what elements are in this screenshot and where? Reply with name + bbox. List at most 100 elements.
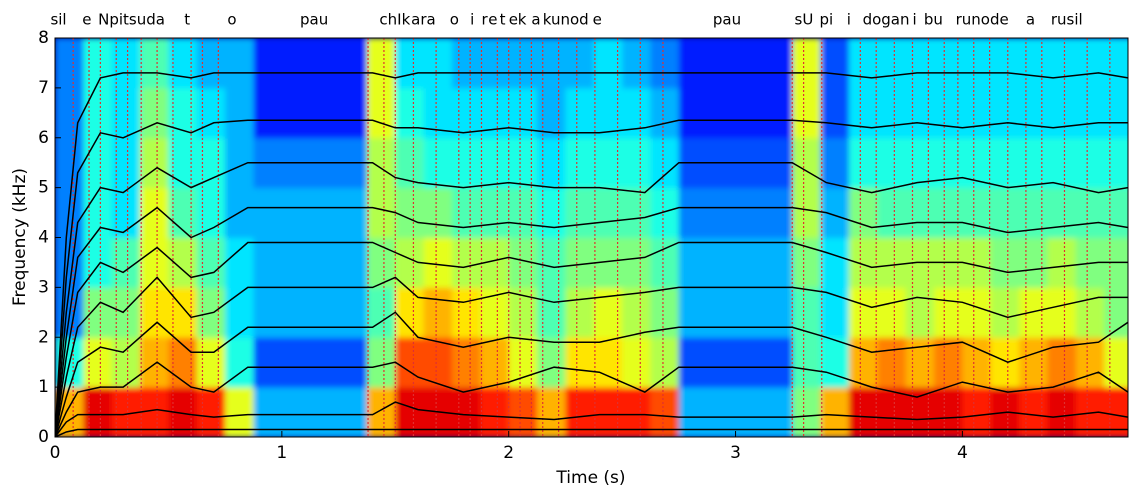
heat-cell	[310, 237, 340, 288]
heat-cell	[707, 337, 737, 388]
phoneme-label: t	[184, 11, 190, 29]
heat-cell	[537, 287, 566, 338]
heat-cell	[366, 237, 396, 288]
heat-cell	[962, 38, 992, 89]
heat-cell	[83, 287, 113, 338]
heat-cell	[253, 337, 283, 388]
heat-cell	[622, 187, 651, 238]
formant-track	[55, 241, 1128, 437]
heat-cell	[990, 137, 1020, 189]
phoneme-label: a	[531, 11, 540, 29]
heat-cell	[905, 337, 935, 388]
heat-cell	[1047, 87, 1077, 139]
heat-cell	[1019, 287, 1048, 338]
heat-cell	[1104, 137, 1128, 189]
heat-cell	[310, 387, 340, 437]
spectrogram-cells	[55, 38, 1128, 437]
heat-cell	[225, 337, 254, 388]
heat-cell	[792, 337, 822, 388]
heat-cell	[820, 387, 850, 437]
heat-cell	[310, 337, 340, 388]
heat-cell	[678, 237, 708, 288]
heat-cell	[395, 187, 425, 238]
heat-cell	[253, 387, 283, 437]
heat-cell	[338, 237, 368, 288]
phoneme-label: e	[488, 11, 497, 29]
heat-cell	[480, 38, 510, 89]
heat-cell	[990, 237, 1020, 288]
heat-cell	[537, 337, 566, 388]
phoneme-label: o	[227, 11, 236, 29]
heat-cell	[962, 287, 992, 338]
heat-cell	[934, 187, 963, 238]
heat-cell	[83, 387, 113, 437]
heat-cell	[451, 87, 481, 139]
phoneme-label: dogan	[863, 11, 910, 29]
heat-cell	[735, 337, 765, 388]
y-tick-label: 0	[38, 427, 49, 447]
heat-cell	[281, 187, 311, 238]
heat-cell	[423, 287, 453, 338]
heat-cell	[877, 187, 907, 238]
x-tick-label: 2	[503, 443, 514, 463]
x-tick-label: 4	[957, 443, 968, 463]
phoneme-label: i	[912, 11, 916, 29]
heat-cell	[196, 87, 226, 139]
heat-cell	[707, 38, 737, 89]
heat-cell	[678, 387, 708, 437]
heat-cell	[593, 38, 623, 89]
heat-cell	[140, 87, 169, 139]
heat-cell	[735, 87, 765, 139]
heat-cell	[1047, 187, 1077, 238]
heat-cell	[792, 38, 822, 89]
heat-cell	[678, 187, 708, 238]
phoneme-label: r	[481, 11, 488, 29]
heat-cell	[196, 337, 226, 388]
heat-cell	[1104, 87, 1128, 139]
heat-cell	[281, 287, 311, 338]
heat-cell	[1019, 137, 1048, 189]
heat-cell	[565, 287, 595, 338]
heat-cell	[877, 137, 907, 189]
heat-cell	[763, 287, 793, 338]
heat-cell	[537, 137, 566, 189]
heat-cell	[792, 287, 822, 338]
heat-cell	[253, 38, 283, 89]
heat-cell	[792, 137, 822, 189]
heat-cell	[622, 137, 651, 189]
heat-cell	[990, 87, 1020, 139]
heat-cell	[707, 237, 737, 288]
heat-cell	[1075, 187, 1105, 238]
phoneme-label: sU	[795, 11, 814, 29]
y-tick-label: 3	[38, 277, 49, 297]
heat-cell	[877, 337, 907, 388]
heat-cell	[820, 87, 850, 139]
heat-cell	[1019, 87, 1048, 139]
heat-cell	[962, 87, 992, 139]
heat-cell	[735, 237, 765, 288]
heat-cell	[565, 137, 595, 189]
heat-cell	[537, 187, 566, 238]
heat-cell	[338, 287, 368, 338]
heat-cell	[962, 137, 992, 189]
heat-cell	[423, 337, 453, 388]
heat-cell	[1047, 38, 1077, 89]
x-axis-label: Time (s)	[555, 468, 625, 488]
heat-cell	[593, 137, 623, 189]
heat-cell	[763, 87, 793, 139]
phoneme-label: i	[847, 11, 851, 29]
heat-cell	[735, 287, 765, 338]
heat-cell	[196, 387, 226, 437]
heat-cell	[934, 38, 963, 89]
heat-cell	[848, 287, 878, 338]
formant-track	[55, 361, 1128, 437]
heat-cell	[848, 337, 878, 388]
heat-cell	[565, 237, 595, 288]
heat-cell	[905, 187, 935, 238]
heat-cell	[650, 187, 680, 238]
heat-cell	[735, 387, 765, 437]
heat-cell	[480, 187, 510, 238]
heat-cell	[281, 87, 311, 139]
heat-cell	[537, 237, 566, 288]
heat-cell	[622, 287, 651, 338]
